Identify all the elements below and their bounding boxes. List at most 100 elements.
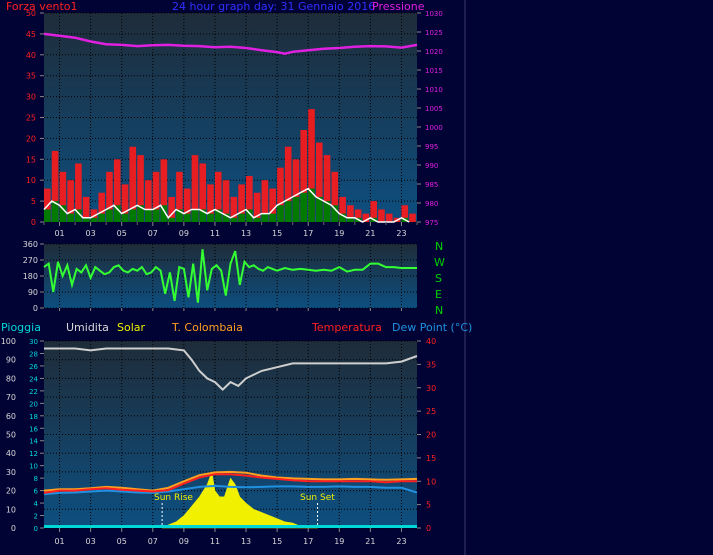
wind-gust-bar bbox=[339, 196, 346, 222]
y-right-tick-label: 1020 bbox=[425, 48, 443, 56]
wind-avg-bar bbox=[261, 213, 269, 222]
wind-avg-bar bbox=[145, 209, 152, 222]
y-solar-tick-label: 8 bbox=[34, 475, 38, 483]
wind-avg-bar bbox=[300, 192, 308, 222]
y-temp-tick-label: 10 bbox=[426, 477, 436, 486]
wind-gust-bar bbox=[75, 163, 82, 222]
wind-avg-bar bbox=[160, 205, 168, 222]
y-solar-tick-label: 2 bbox=[34, 513, 38, 521]
wind-gust-bar bbox=[98, 192, 106, 222]
mid-axes: 0 90 180 270 360 bbox=[23, 240, 402, 313]
y-tick-label: 0 bbox=[33, 304, 38, 313]
x-tick-label: 23 bbox=[396, 537, 406, 546]
wind-gust-bar bbox=[378, 209, 385, 222]
wind-avg-bar bbox=[199, 209, 207, 222]
y-right-tick-label: 995 bbox=[425, 143, 438, 151]
top-right-label: Pressione bbox=[372, 0, 425, 13]
wind-avg-bar bbox=[292, 196, 300, 222]
x-tick-label: 21 bbox=[365, 229, 375, 238]
x-tick-label: 15 bbox=[272, 229, 282, 238]
wind-gust-bar bbox=[300, 130, 308, 222]
wind-pressure-chart: 0510152025303540455097598098599099510001… bbox=[6, 0, 443, 238]
y-rain-tick-label: 0 bbox=[11, 524, 16, 533]
x-tick-label: 19 bbox=[334, 229, 344, 238]
y-rain-tick-label: 100 bbox=[1, 337, 16, 346]
wind-gust-bar bbox=[401, 205, 409, 222]
wind-avg-bar bbox=[129, 209, 137, 222]
wind-avg-bar bbox=[176, 209, 183, 222]
wind-gust-bar bbox=[121, 184, 129, 222]
x-tick-label: 19 bbox=[334, 537, 344, 546]
compass-labels: N W S E N bbox=[434, 240, 445, 317]
y-rain-tick-label: 20 bbox=[6, 487, 16, 496]
wind-gust-bar bbox=[67, 180, 74, 222]
bottom-series bbox=[43, 347, 418, 529]
wind-avg-bar bbox=[121, 213, 129, 222]
y-rain-tick-label: 80 bbox=[6, 374, 16, 383]
y-left-tick-label: 0 bbox=[31, 218, 36, 227]
x-tick-label: 09 bbox=[179, 537, 189, 546]
x-tick-label: 01 bbox=[54, 229, 64, 238]
wind-avg-bar bbox=[168, 217, 175, 222]
wind-direction-chart: 0 90 180 270 360 N W S E N bbox=[23, 240, 445, 317]
x-tick-label: 13 bbox=[241, 537, 251, 546]
y-rain-tick-label: 40 bbox=[6, 449, 16, 458]
wind-avg-bar bbox=[230, 217, 238, 222]
x-tick-label: 05 bbox=[117, 229, 127, 238]
y-temp-tick-label: 25 bbox=[426, 407, 436, 416]
y-temp-tick-label: 35 bbox=[426, 360, 436, 369]
wind-avg-bar bbox=[67, 213, 74, 222]
sun-rise-label: Sun Rise bbox=[154, 493, 193, 503]
wind-gust-bar bbox=[230, 196, 238, 222]
wind-gust-bar bbox=[51, 150, 59, 222]
y-temp-tick-label: 5 bbox=[426, 501, 431, 510]
wind-gust-bar bbox=[176, 171, 183, 222]
wind-gust-bar bbox=[354, 209, 362, 222]
wind-gust-bar bbox=[129, 146, 137, 222]
wind-gust-bar bbox=[261, 180, 269, 222]
wind-avg-bar bbox=[246, 209, 253, 222]
wind-avg-bar bbox=[207, 213, 214, 222]
wind-gust-bar bbox=[191, 155, 199, 222]
y-temp-tick-label: 30 bbox=[426, 384, 436, 393]
wind-avg-line bbox=[43, 187, 410, 223]
mid-grid bbox=[44, 243, 417, 309]
wind-gust-bar bbox=[168, 196, 175, 222]
y-left-tick-label: 10 bbox=[26, 176, 36, 185]
bottom-axes: 0102030405060708090100024681012141618202… bbox=[1, 337, 436, 546]
wind-gust-bar bbox=[292, 159, 300, 222]
y-solar-tick-label: 30 bbox=[29, 338, 38, 346]
top-chart-title: 24 hour graph day: 31 Gennaio 2016 bbox=[172, 0, 375, 13]
y-rain-tick-label: 50 bbox=[6, 431, 16, 440]
y-right-tick-label: 1015 bbox=[425, 67, 443, 75]
wind-avg-bar bbox=[51, 201, 59, 222]
legend-rain: Pioggia bbox=[1, 321, 41, 334]
wind-avg-bar bbox=[222, 213, 230, 222]
wind-avg-bar bbox=[347, 217, 354, 222]
y-left-tick-label: 5 bbox=[31, 197, 36, 206]
x-tick-label: 17 bbox=[303, 537, 313, 546]
x-tick-label: 11 bbox=[210, 229, 220, 238]
x-tick-label: 21 bbox=[365, 537, 375, 546]
x-tick-label: 07 bbox=[148, 537, 158, 546]
humidity-line bbox=[44, 347, 418, 391]
temp-colombaia-line bbox=[43, 470, 418, 492]
wind-gust-bar bbox=[137, 155, 144, 222]
y-left-tick-label: 40 bbox=[26, 51, 36, 60]
y-rain-tick-label: 60 bbox=[6, 412, 16, 421]
legend-humidity: Umidita bbox=[66, 321, 109, 334]
y-left-tick-label: 20 bbox=[26, 134, 36, 143]
y-right-tick-label: 1025 bbox=[425, 29, 443, 37]
x-tick-label: 03 bbox=[86, 537, 96, 546]
wind-avg-bar bbox=[106, 209, 113, 222]
y-left-tick-label: 25 bbox=[26, 114, 36, 123]
wind-gust-bar bbox=[238, 184, 245, 222]
dewpoint-line bbox=[43, 484, 418, 496]
wind-avg-bar bbox=[75, 209, 82, 222]
wind-avg-bar bbox=[59, 205, 67, 222]
solar-area bbox=[161, 470, 318, 529]
wind-gust-bar bbox=[347, 205, 354, 222]
direction-line bbox=[43, 249, 417, 303]
compass-label: N bbox=[435, 240, 443, 253]
